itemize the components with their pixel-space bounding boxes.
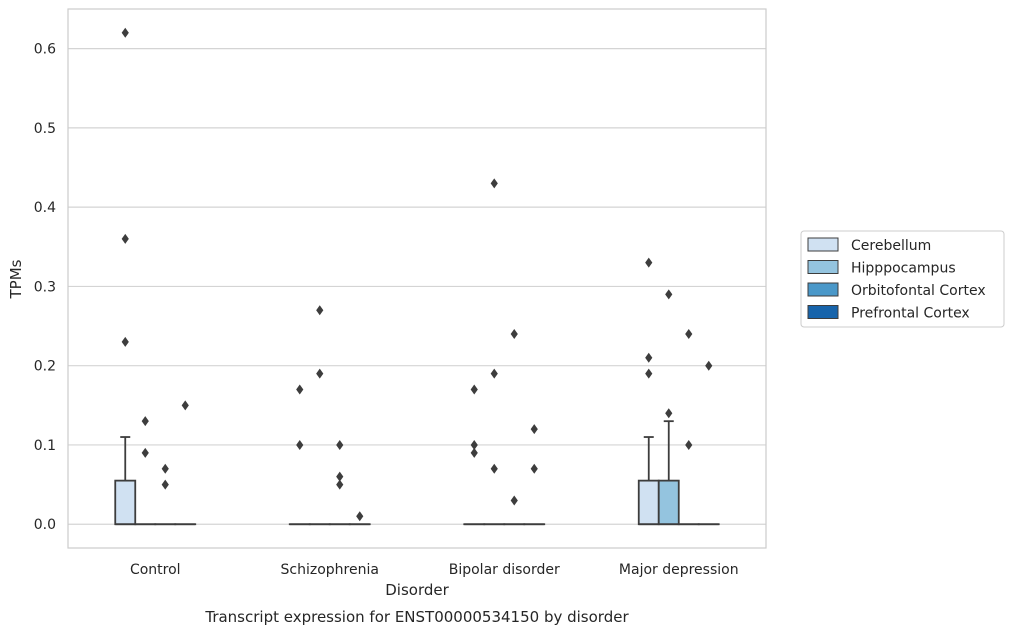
box-orbitofontal-cortex	[154, 463, 177, 526]
legend-frame	[800, 230, 1005, 328]
outlier-point	[336, 439, 344, 450]
x-tick-label: Major depression	[619, 562, 739, 578]
outlier-point	[705, 360, 713, 371]
outlier-point	[490, 368, 498, 379]
outlier-point	[121, 233, 129, 244]
outlier-point	[121, 27, 129, 38]
legend-item: Cerebellum	[807, 237, 931, 254]
legend-swatch	[807, 282, 839, 297]
outlier-point	[645, 368, 653, 379]
outlier-point	[181, 400, 189, 411]
box-body	[114, 479, 137, 526]
outlier-point	[665, 289, 673, 300]
outlier-point	[121, 336, 129, 347]
box-cerebellum	[463, 384, 486, 526]
legend-swatch	[807, 260, 839, 274]
x-tick-label: Control	[130, 562, 181, 578]
outlier-point	[336, 471, 344, 482]
box-body	[637, 479, 660, 526]
outlier-point	[645, 352, 653, 363]
outlier-point	[490, 463, 498, 474]
box-orbitofontal-cortex	[328, 439, 351, 526]
grid-lines	[68, 48, 766, 525]
y-tick-label: 0.6	[34, 42, 56, 58]
box-orbitofontal-cortex	[503, 328, 526, 526]
box-cerebellum	[114, 27, 137, 526]
chart-caption: Transcript expression for ENST0000053415…	[204, 608, 629, 626]
outlier-point	[161, 463, 169, 474]
box-prefrontal-cortex	[174, 400, 197, 526]
y-tick-label: 0.0	[34, 517, 56, 533]
y-tick-label: 0.5	[34, 121, 56, 137]
x-axis-title: Disorder	[385, 581, 449, 599]
box-hipppocampus	[308, 305, 331, 526]
outlier-point	[685, 439, 693, 450]
outlier-point	[645, 257, 653, 268]
legend: Cerebellum Hipppocampus Orbitofontal Corte…	[800, 230, 1005, 328]
y-tick-label: 0.3	[34, 279, 56, 295]
box-prefrontal-cortex	[348, 511, 371, 526]
outlier-point	[510, 328, 518, 339]
outlier-point	[296, 384, 304, 395]
box-body	[657, 479, 680, 526]
outlier-point	[141, 416, 149, 427]
legend-swatch	[807, 305, 839, 319]
legend-item: Prefrontal Cortex	[807, 305, 970, 322]
box-orbitofontal-cortex	[677, 328, 700, 526]
outlier-point	[316, 368, 324, 379]
outlier-point	[510, 495, 518, 506]
legend-label: Hipppocampus	[851, 261, 956, 277]
y-tick-label: 0.2	[34, 359, 56, 375]
outlier-point	[530, 463, 538, 474]
outlier-point	[336, 479, 344, 490]
box-cerebellum	[288, 384, 311, 526]
box-hipppocampus	[134, 416, 157, 526]
outlier-point	[530, 424, 538, 435]
box-hipppocampus	[657, 289, 680, 526]
y-tick-label: 0.1	[34, 438, 56, 454]
outlier-point	[316, 305, 324, 316]
legend-item: Hipppocampus	[807, 260, 956, 277]
legend-items: Cerebellum Hipppocampus Orbitofontal Corte…	[807, 237, 986, 322]
outlier-point	[490, 178, 498, 189]
outlier-point	[356, 511, 364, 522]
plot-boxes	[114, 27, 720, 526]
box-prefrontal-cortex	[523, 424, 546, 526]
legend-label: Orbitofontal Cortex	[851, 283, 986, 299]
x-tick-label: Bipolar disorder	[449, 562, 560, 578]
outlier-point	[470, 384, 478, 395]
outlier-point	[685, 328, 693, 339]
y-tick-label: 0.4	[34, 200, 56, 216]
outlier-point	[161, 479, 169, 490]
legend-swatch	[807, 237, 839, 252]
legend-label: Cerebellum	[851, 238, 931, 254]
box-prefrontal-cortex	[697, 360, 720, 526]
x-tick-labels: Control Schizophrenia Bipolar disorder Majo…	[130, 562, 739, 578]
outlier-point	[141, 447, 149, 458]
box-cerebellum	[637, 257, 660, 526]
legend-label: Prefrontal Cortex	[851, 306, 970, 322]
x-tick-label: Schizophrenia	[281, 562, 379, 578]
legend-item: Orbitofontal Cortex	[807, 282, 986, 299]
outlier-point	[470, 439, 478, 450]
outlier-point	[470, 447, 478, 458]
y-tick-labels: 0.0 0.1 0.2 0.3 0.4 0.5 0.6	[34, 42, 56, 534]
outlier-point	[296, 439, 304, 450]
outlier-point	[665, 408, 673, 419]
plot-frame	[67, 8, 767, 549]
box-hipppocampus	[483, 178, 506, 526]
y-axis-title: TPMs	[7, 259, 25, 299]
